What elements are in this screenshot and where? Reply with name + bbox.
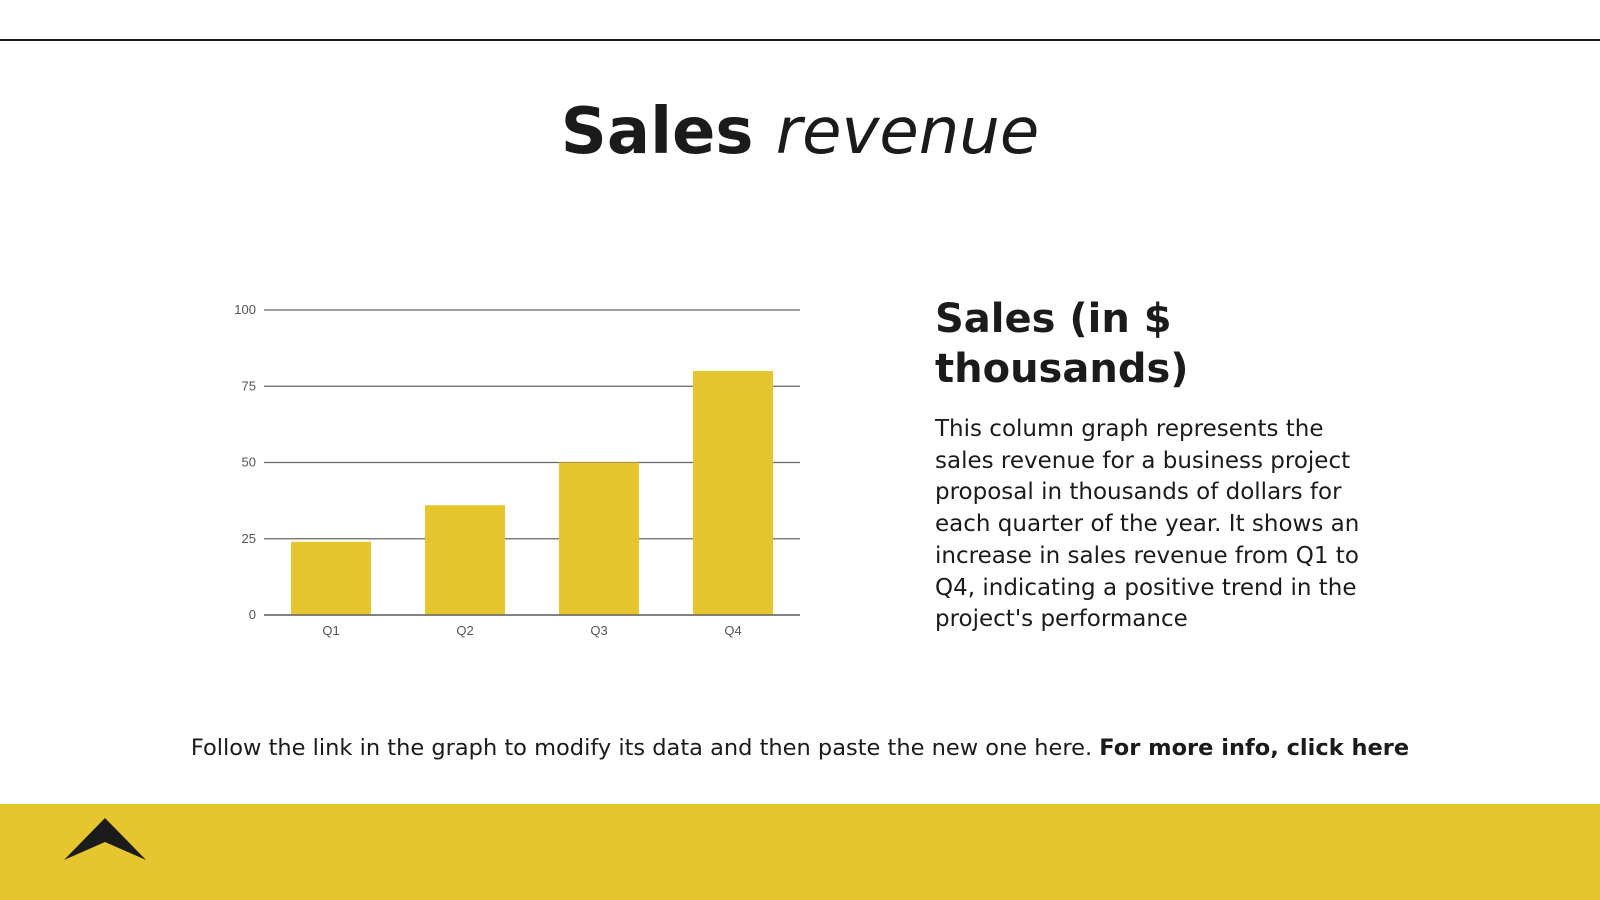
x-tick-label: Q2 bbox=[456, 623, 473, 638]
bar-q2 bbox=[425, 505, 505, 615]
x-tick-label: Q3 bbox=[590, 623, 607, 638]
chart-description: This column graph represents the sales r… bbox=[935, 416, 1360, 633]
footer-instruction-text: Follow the link in the graph to modify i… bbox=[190, 735, 1093, 761]
bar-q3 bbox=[559, 462, 639, 615]
bar-q4 bbox=[693, 371, 773, 615]
page-title-bold: Sales bbox=[560, 95, 754, 169]
page-title: Sales revenue bbox=[0, 92, 1600, 172]
more-info-link[interactable]: For more info, click here bbox=[1099, 735, 1410, 761]
y-tick-label: 100 bbox=[234, 302, 256, 317]
y-tick-label: 25 bbox=[242, 531, 256, 546]
top-divider bbox=[0, 39, 1600, 41]
footer-band bbox=[0, 804, 1600, 900]
y-tick-label: 75 bbox=[242, 378, 256, 393]
page-title-italic: revenue bbox=[775, 95, 1040, 169]
y-tick-label: 0 bbox=[249, 607, 256, 622]
x-tick-label: Q4 bbox=[724, 623, 741, 638]
footer-note: Follow the link in the graph to modify i… bbox=[0, 730, 1600, 766]
bar-q1 bbox=[291, 541, 371, 615]
y-tick-label: 50 bbox=[242, 455, 256, 470]
chevron-up-icon[interactable] bbox=[64, 818, 146, 860]
x-tick-label: Q1 bbox=[322, 623, 339, 638]
sales-column-chart[interactable]: 0 25 50 75 100 Q1 Q2 Q3 Q4 bbox=[216, 290, 816, 650]
chart-heading: Sales (in $ thousands) bbox=[935, 296, 1189, 392]
